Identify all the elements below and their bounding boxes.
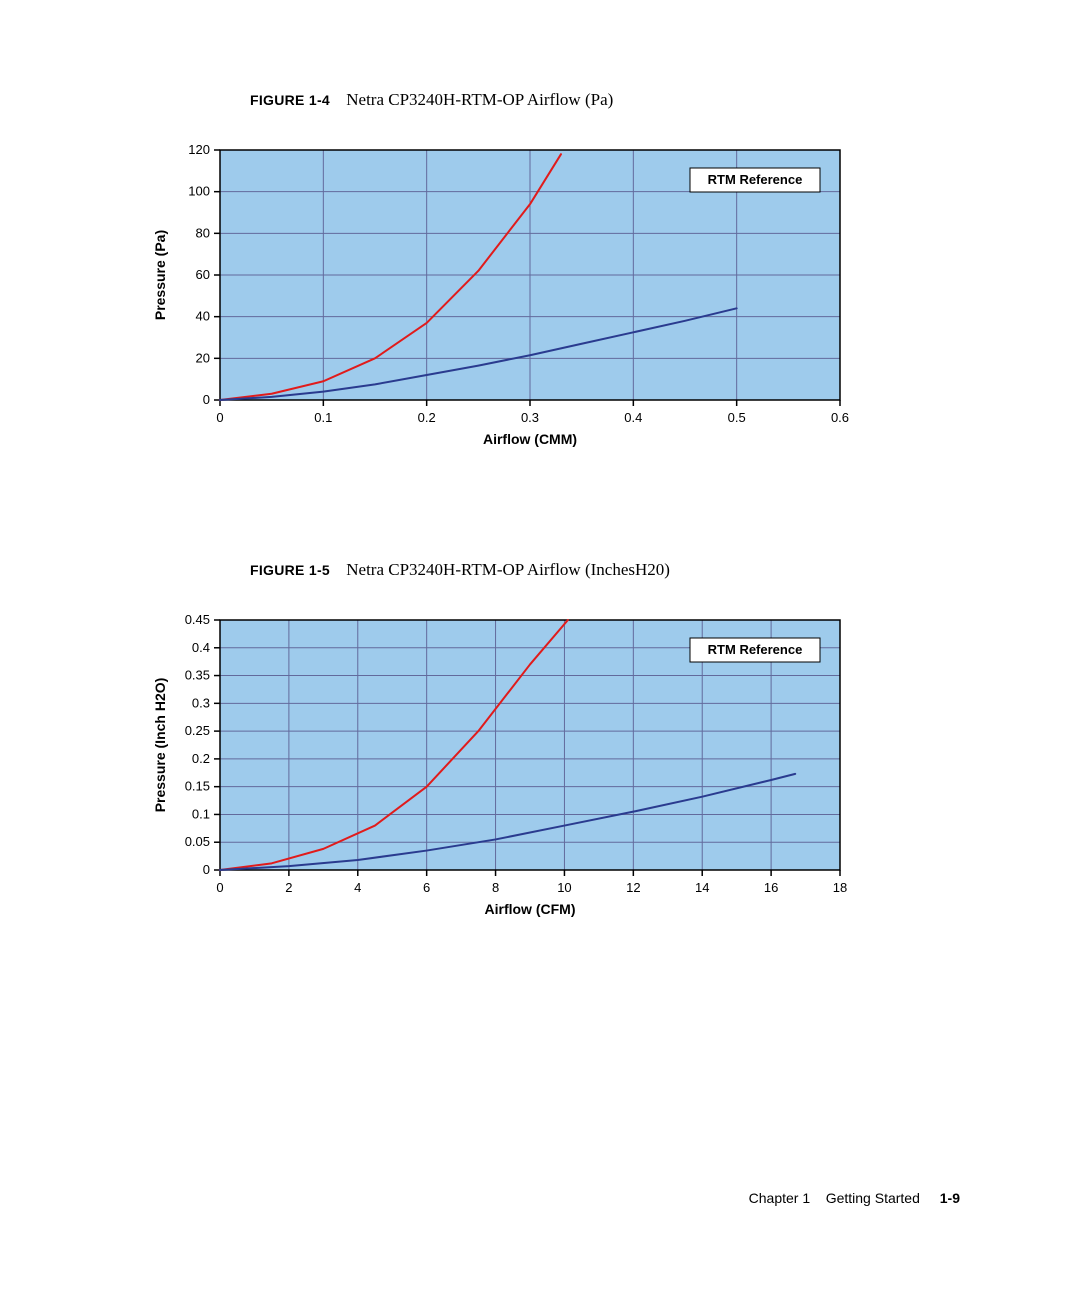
- svg-text:8: 8: [492, 880, 499, 895]
- svg-text:0: 0: [216, 880, 223, 895]
- figure-1-4-caption: FIGURE 1-4 Netra CP3240H-RTM-OP Airflow …: [250, 90, 970, 110]
- svg-text:100: 100: [188, 184, 210, 199]
- footer-section: Getting Started: [826, 1190, 920, 1206]
- svg-text:16: 16: [764, 880, 778, 895]
- svg-text:0.45: 0.45: [185, 612, 210, 627]
- svg-text:0.4: 0.4: [624, 410, 642, 425]
- svg-text:0: 0: [216, 410, 223, 425]
- svg-text:RTM Reference: RTM Reference: [708, 172, 803, 187]
- svg-text:0.3: 0.3: [521, 410, 539, 425]
- svg-text:0.25: 0.25: [185, 723, 210, 738]
- footer-page-number: 1-9: [940, 1190, 960, 1206]
- svg-text:0.2: 0.2: [418, 410, 436, 425]
- svg-text:14: 14: [695, 880, 709, 895]
- svg-text:0.05: 0.05: [185, 834, 210, 849]
- svg-text:0.6: 0.6: [831, 410, 849, 425]
- svg-text:0.5: 0.5: [728, 410, 746, 425]
- svg-text:0.15: 0.15: [185, 779, 210, 794]
- svg-text:60: 60: [196, 267, 210, 282]
- svg-text:Pressure (Pa): Pressure (Pa): [152, 230, 168, 320]
- figure-1-5-caption: FIGURE 1-5 Netra CP3240H-RTM-OP Airflow …: [250, 560, 970, 580]
- figure-1-5-chart: 0 2 4 6 8 10 12 14 16 18 0 0.05 0.1 0.15 0.2 0.25 0.3 0.3…: [140, 610, 970, 950]
- svg-text:6: 6: [423, 880, 430, 895]
- svg-text:0: 0: [203, 862, 210, 877]
- svg-text:Airflow (CMM): Airflow (CMM): [483, 431, 577, 447]
- svg-text:0: 0: [203, 392, 210, 407]
- svg-text:0.35: 0.35: [185, 668, 210, 683]
- figure-label: FIGURE 1-4: [250, 92, 330, 108]
- svg-text:0.3: 0.3: [192, 695, 210, 710]
- svg-text:40: 40: [196, 309, 210, 324]
- page-footer: Chapter 1 Getting Started 1-9: [749, 1190, 960, 1206]
- svg-text:10: 10: [557, 880, 571, 895]
- svg-text:Pressure (Inch H2O): Pressure (Inch H2O): [152, 678, 168, 813]
- figure-label: FIGURE 1-5: [250, 562, 330, 578]
- svg-text:0.2: 0.2: [192, 751, 210, 766]
- svg-text:12: 12: [626, 880, 640, 895]
- svg-text:2: 2: [285, 880, 292, 895]
- figure-title: Netra CP3240H-RTM-OP Airflow (Pa): [346, 90, 613, 109]
- svg-text:Airflow (CFM): Airflow (CFM): [485, 901, 576, 917]
- svg-text:120: 120: [188, 142, 210, 157]
- svg-text:0.4: 0.4: [192, 640, 210, 655]
- figure-1-4-chart: 0 0.1 0.2 0.3 0.4 0.5 0.6 0 20 40 60 80 100 120 Airflo…: [140, 140, 970, 480]
- svg-text:80: 80: [196, 225, 210, 240]
- svg-text:0.1: 0.1: [192, 806, 210, 821]
- svg-text:4: 4: [354, 880, 361, 895]
- svg-text:0.1: 0.1: [314, 410, 332, 425]
- footer-chapter: Chapter 1: [749, 1190, 810, 1206]
- svg-text:RTM Reference: RTM Reference: [708, 642, 803, 657]
- svg-text:18: 18: [833, 880, 847, 895]
- svg-text:20: 20: [196, 350, 210, 365]
- figure-title: Netra CP3240H-RTM-OP Airflow (InchesH20): [346, 560, 670, 579]
